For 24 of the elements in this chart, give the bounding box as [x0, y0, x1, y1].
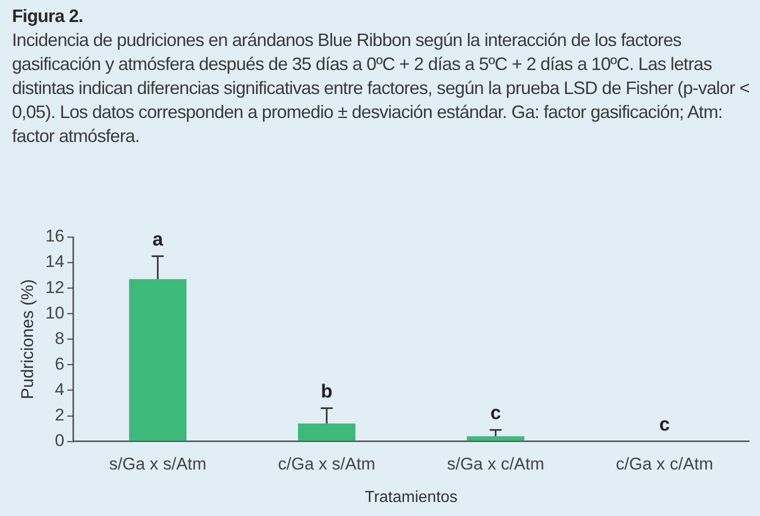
y-tick-label: 12 [45, 278, 64, 297]
y-tick-label: 4 [54, 380, 64, 399]
bar [129, 279, 186, 441]
x-tick-label: s/Ga x s/Atm [109, 454, 206, 474]
y-tick-label: 2 [54, 406, 64, 425]
annotation: c [659, 414, 670, 436]
y-tick-label: 0 [54, 431, 64, 450]
x-tick-label: s/Ga x c/Atm [446, 454, 544, 474]
x-axis-title: Tratamientos [364, 488, 458, 506]
annotation: c [490, 403, 502, 424]
y-axis-title: Pudriciones (%) [18, 279, 37, 400]
annotation: a [152, 229, 164, 250]
chart-title: Figura 2. [12, 5, 83, 28]
y-tick-label: 10 [45, 303, 64, 322]
x-tick-label: c/Ga x s/Atm [278, 454, 376, 474]
chart-subtitle: Incidencia de pudriciones en arándanos Blue Ribbon según la interacción de los factores gasificación y atmósfera después de 35 días a 0ºC + 2 días a 5ºC + 2 días a 10ºC. Las letras distintas indican diferencias significativas entre factores, según la prueba LSD de Fisher (p-valor < 0,05). Los datos corresponden a promedio ± desviación estándar. Ga: factor gasificación; Atm: factor atmósfera. [12, 29, 750, 148]
y-tick-label: 6 [54, 354, 64, 374]
y-tick-label: 8 [54, 328, 64, 348]
y-tick-label: 14 [45, 252, 64, 272]
x-tick-label: c/Ga x c/Atm [616, 454, 714, 474]
bar [466, 436, 524, 441]
annotation: b [320, 381, 332, 402]
bar [298, 424, 356, 441]
y-tick-label: 16 [45, 226, 64, 246]
